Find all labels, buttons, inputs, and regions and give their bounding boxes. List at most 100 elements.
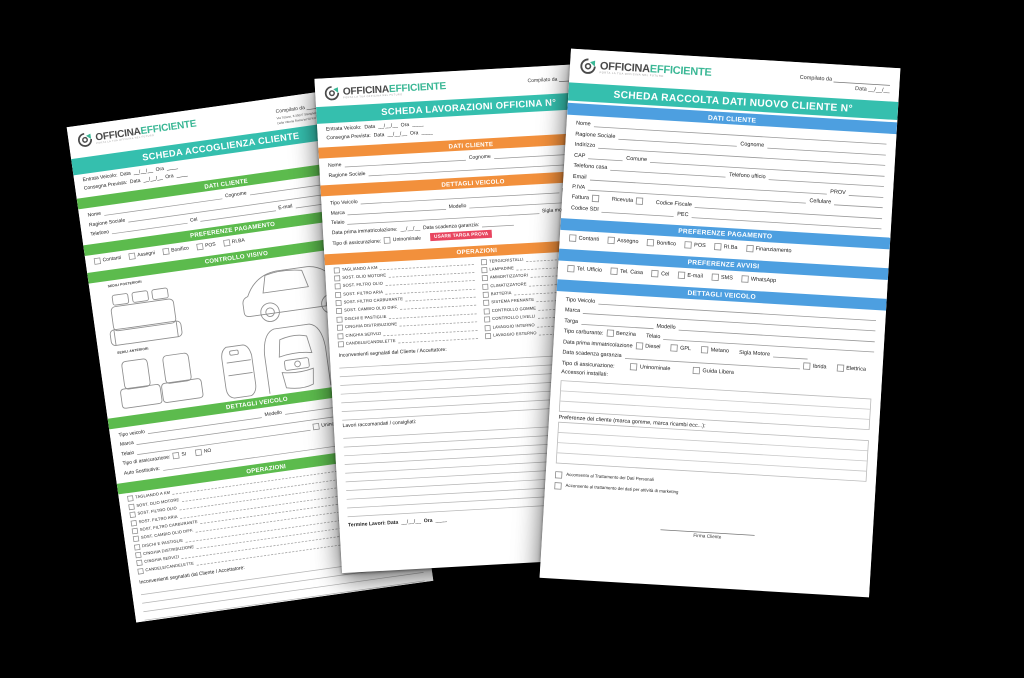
operation-checkbox[interactable] xyxy=(335,300,342,307)
operation-checkbox[interactable] xyxy=(482,283,489,290)
operation-checkbox[interactable] xyxy=(131,527,139,535)
field-label-prov: PROV xyxy=(830,188,846,196)
checkbox-metano[interactable] xyxy=(701,345,709,354)
checkbox-email[interactable] xyxy=(677,271,686,279)
operation-checkbox[interactable] xyxy=(481,266,488,274)
operation-checkbox[interactable] xyxy=(337,341,344,348)
checkbox-benzina[interactable] xyxy=(606,329,614,337)
checkbox-riba[interactable] xyxy=(222,239,231,247)
field-label-nome: Nome xyxy=(87,211,102,219)
field-label-ricevuta: Ricevuta xyxy=(611,196,634,204)
field-input-targa[interactable] xyxy=(581,317,654,329)
operation-checkbox[interactable] xyxy=(483,300,490,307)
field-input-sigla-motore[interactable] xyxy=(772,349,808,360)
field-input-garanzia[interactable] xyxy=(481,218,515,227)
checkbox-contanti[interactable] xyxy=(569,233,577,242)
intake-time-value[interactable]: ____ xyxy=(166,164,179,172)
operation-checkbox[interactable] xyxy=(480,258,487,265)
checkbox-ibrida[interactable] xyxy=(803,362,811,370)
checkbox-tel-ufficio[interactable] xyxy=(567,264,575,273)
operation-checkbox[interactable] xyxy=(484,324,491,331)
checkbox-finanziamento[interactable] xyxy=(745,244,754,252)
intake-time-value[interactable]: ____ xyxy=(421,129,433,136)
checkbox-sms[interactable] xyxy=(711,273,719,281)
field-label-cellulare: Cellulare xyxy=(809,198,832,206)
operation-checkbox[interactable] xyxy=(333,266,340,274)
checkbox-bonifico[interactable] xyxy=(646,238,655,247)
intake-label: Consegna Prevista: xyxy=(326,132,371,141)
checkbox-cel[interactable] xyxy=(651,269,659,278)
operation-checkbox[interactable] xyxy=(137,568,144,575)
stamp-usare-targa-prova: USARE TARGA PROVA xyxy=(430,229,493,242)
operation-label: LAVAGGIO ESTERNO xyxy=(493,331,537,339)
checkbox-consent-marketing[interactable] xyxy=(554,481,562,490)
checkbox-uninominale[interactable] xyxy=(630,362,638,371)
operation-checkbox[interactable] xyxy=(132,535,140,543)
checkbox-label: Diesel xyxy=(645,343,661,350)
checkbox-fattura[interactable] xyxy=(591,194,600,202)
operation-checkbox[interactable] xyxy=(133,543,141,551)
checkbox-bonifico[interactable] xyxy=(162,247,170,256)
intake-time-value[interactable]: ____ xyxy=(176,171,188,179)
checkbox-consent-dati-personali[interactable] xyxy=(554,470,563,479)
operation-checkbox[interactable] xyxy=(129,511,136,519)
checkbox-gpl[interactable] xyxy=(670,343,678,352)
sheet3-compiled-by-input[interactable] xyxy=(833,75,891,86)
checkbox-guida-libera[interactable] xyxy=(692,366,701,374)
operation-checkbox[interactable] xyxy=(336,324,344,331)
intake-date-value[interactable]: __/__/__ xyxy=(133,168,154,176)
checkbox-uninominale[interactable] xyxy=(312,422,320,431)
operation-checkbox[interactable] xyxy=(136,559,143,567)
operation-checkbox[interactable] xyxy=(130,519,138,527)
field-label-assicurazione: Tipo di assicurazione: xyxy=(332,238,382,247)
checkbox-si[interactable] xyxy=(172,452,180,460)
checkbox-contanti[interactable] xyxy=(93,257,101,265)
operation-checkbox[interactable] xyxy=(484,316,491,323)
intake-date-value[interactable]: __/__/__ xyxy=(142,175,163,183)
checkbox-whatsapp[interactable] xyxy=(741,274,749,283)
checkbox-uninominale[interactable] xyxy=(383,236,391,244)
brand-logo: OFFICINAEFFICIENTE PORTA LA TUA OFFICINA… xyxy=(76,116,197,148)
operation-checkbox[interactable] xyxy=(135,551,142,559)
field-input-cellulare[interactable] xyxy=(834,198,884,209)
field-value-immatricolazione[interactable]: __/__/__ xyxy=(400,225,421,232)
sheet-scheda-raccolta-dati[interactable]: OFFICINAEFFICIENTE PORTA LA TUA OFFICINA… xyxy=(539,48,901,598)
footer-date[interactable]: __/__/__ xyxy=(401,519,422,526)
operation-checkbox[interactable] xyxy=(334,275,341,282)
field-label-email: E-mail xyxy=(278,204,293,211)
checkbox-riba[interactable] xyxy=(714,242,722,251)
operation-checkbox[interactable] xyxy=(335,308,343,315)
operation-checkbox[interactable] xyxy=(481,275,488,282)
checkbox-pos[interactable] xyxy=(684,240,692,249)
checkbox-tel-casa[interactable] xyxy=(610,267,618,275)
field-input-codice-sdi[interactable] xyxy=(601,205,675,217)
checkbox-pos[interactable] xyxy=(196,242,204,251)
operation-checkbox[interactable] xyxy=(334,283,341,290)
checkbox-ricevuta[interactable] xyxy=(636,197,644,205)
operation-checkbox[interactable] xyxy=(336,316,343,323)
operation-checkbox[interactable] xyxy=(127,495,134,502)
field-input-cap[interactable] xyxy=(588,151,624,161)
operation-dotted-fill[interactable] xyxy=(397,334,479,344)
checkbox-assegno[interactable] xyxy=(607,236,615,244)
operation-dotted-fill[interactable] xyxy=(405,293,476,302)
operation-checkbox[interactable] xyxy=(337,333,344,340)
operation-checkbox[interactable] xyxy=(335,291,342,298)
operation-checkbox[interactable] xyxy=(485,333,492,340)
checkbox-no[interactable] xyxy=(195,449,203,457)
operation-label: CONTROLLO GOMME xyxy=(491,306,537,314)
operation-checkbox[interactable] xyxy=(483,308,490,315)
sheet-scheda-lavorazioni[interactable]: OFFICINAEFFICIENTE PORTA LA TUA OFFICINA… xyxy=(314,61,647,574)
footer-time[interactable]: ____ xyxy=(435,517,447,524)
intake-date-value[interactable]: __/__/__ xyxy=(387,130,408,138)
checkbox-elettrica[interactable] xyxy=(836,364,845,372)
operation-label: CLIMATIZZATORE xyxy=(490,282,527,289)
checkbox-diesel[interactable] xyxy=(635,341,644,350)
intake-date-value[interactable]: __/__/__ xyxy=(377,122,398,130)
operation-checkbox[interactable] xyxy=(482,291,489,298)
checkbox-assegni[interactable] xyxy=(128,252,136,260)
sheet3-date-value[interactable]: __/__/__ xyxy=(868,86,890,94)
field-input-prov[interactable] xyxy=(848,188,884,198)
operation-checkbox[interactable] xyxy=(128,503,135,511)
intake-time-value[interactable]: ____ xyxy=(411,121,424,128)
